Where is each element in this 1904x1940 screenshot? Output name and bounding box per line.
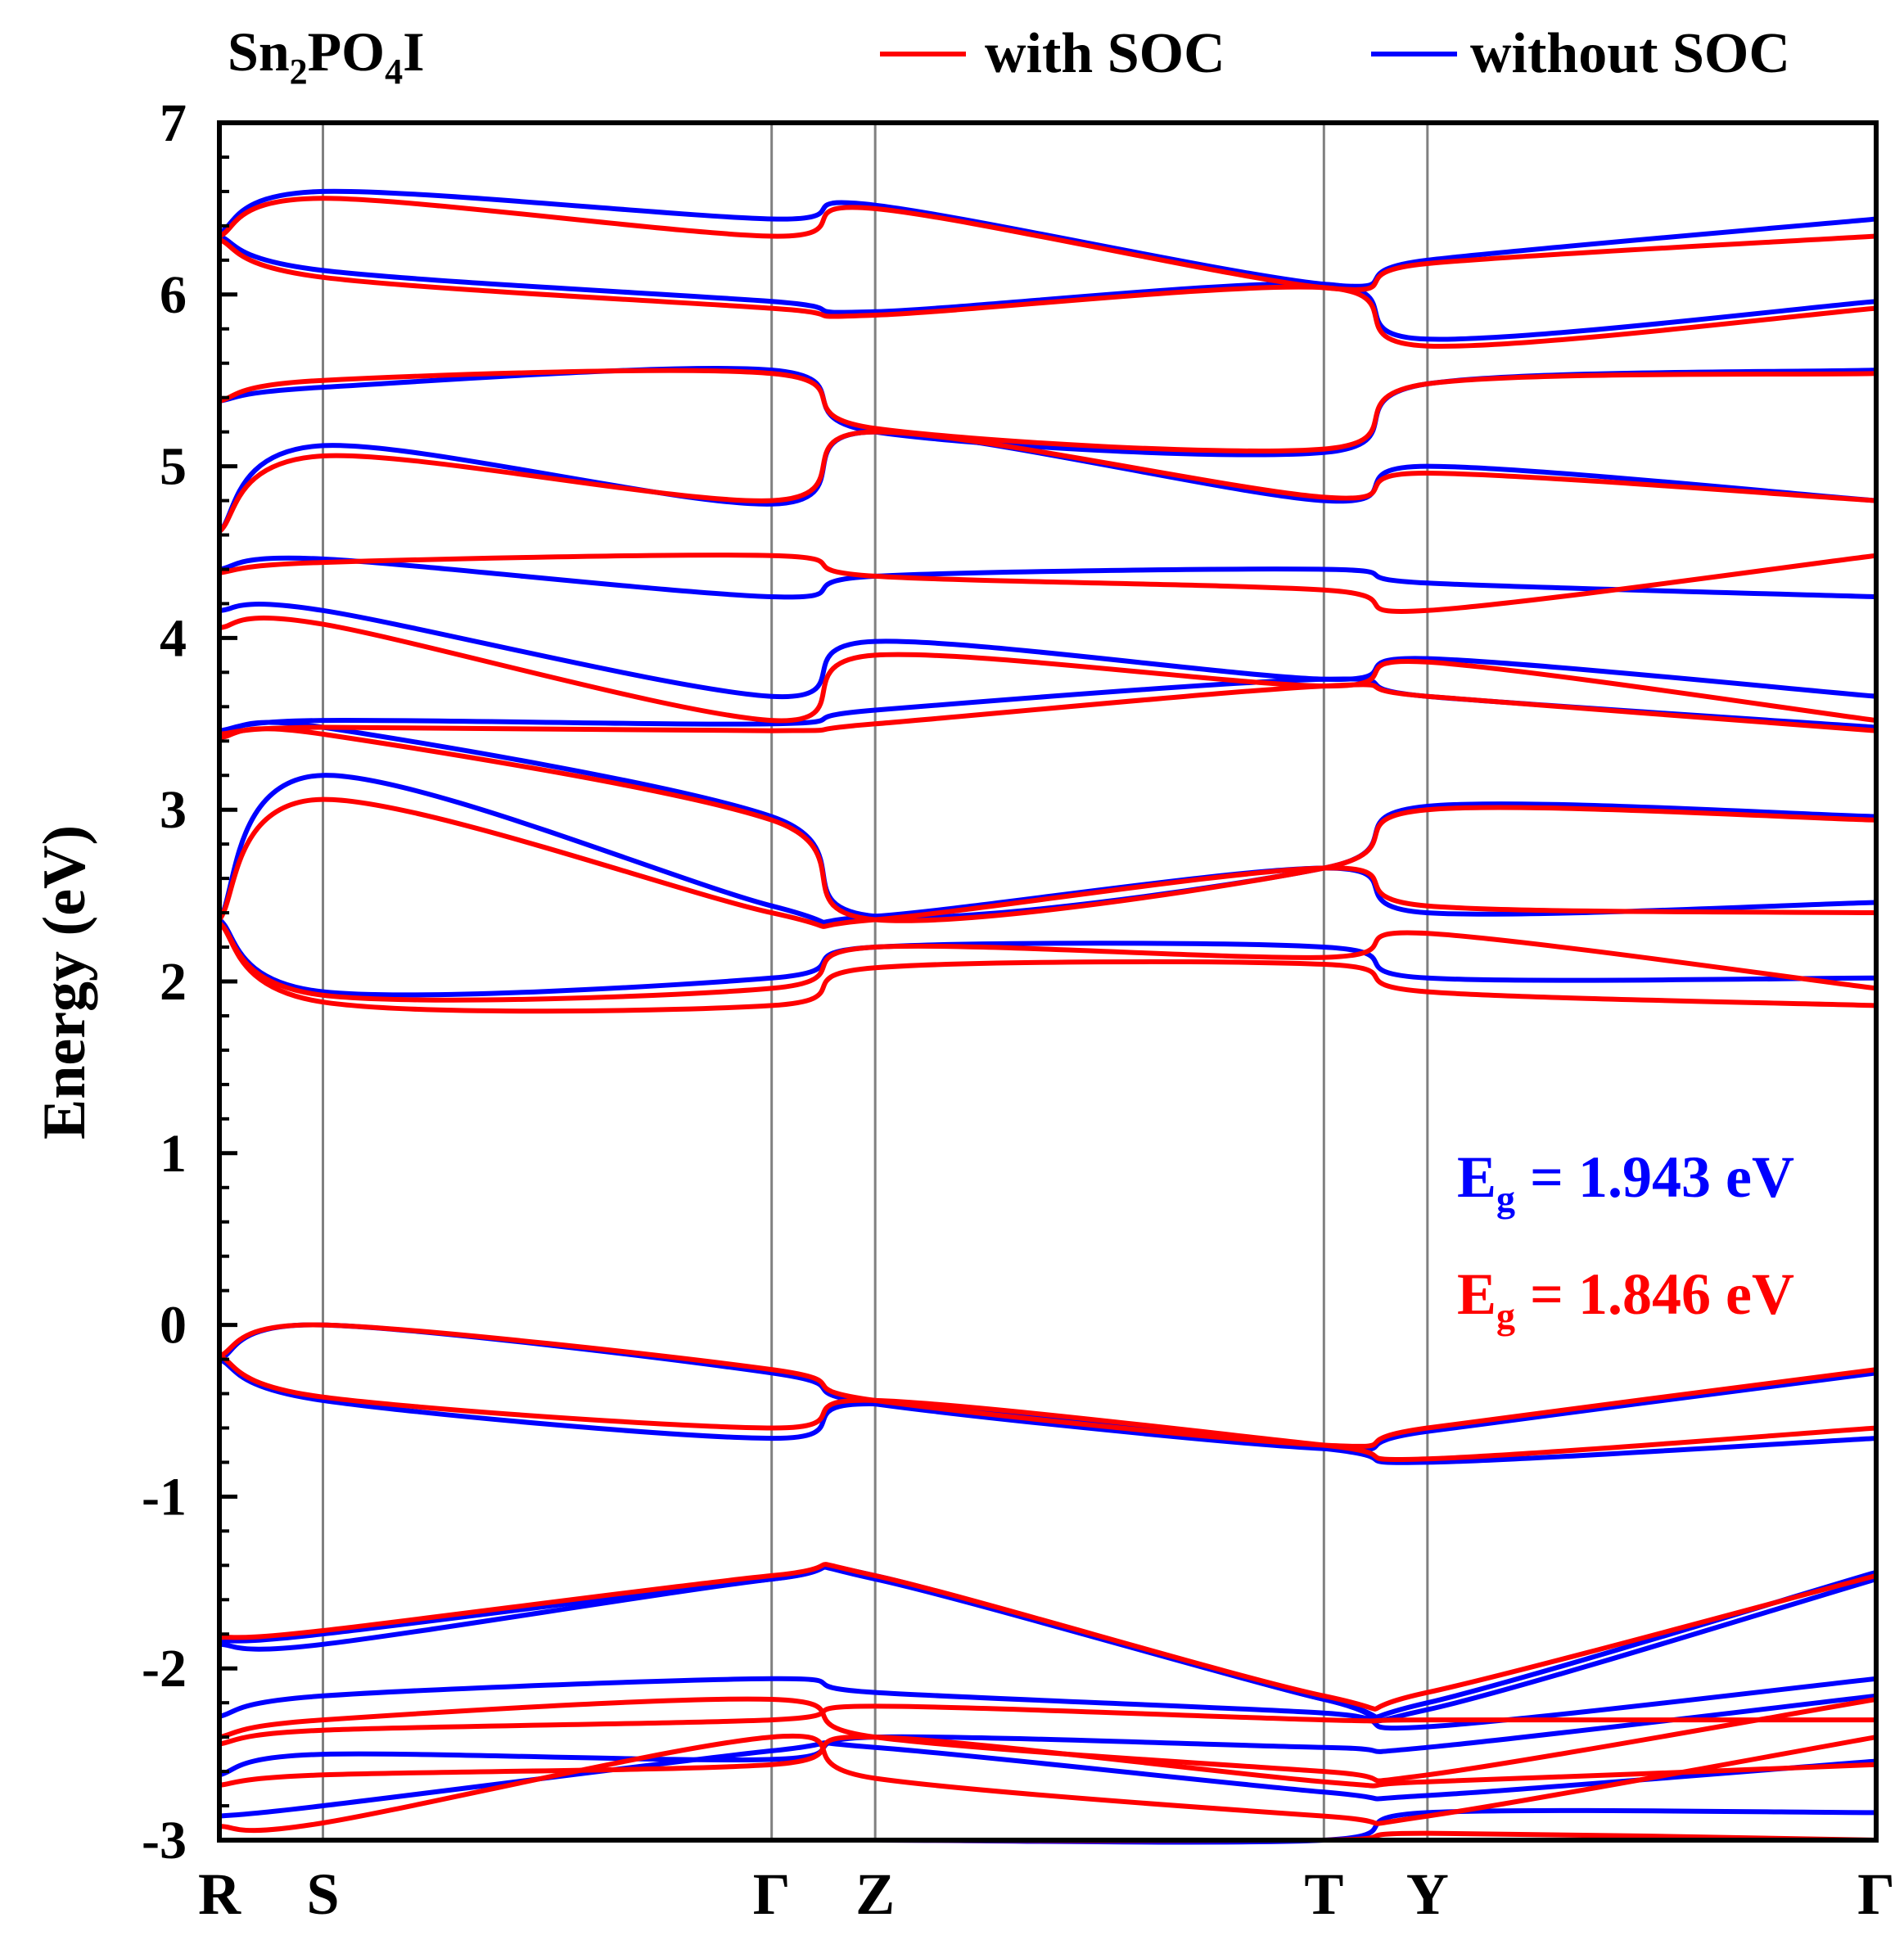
band-soc-9 [218, 921, 1877, 1003]
k-label-1: S [306, 1861, 339, 1927]
eg-label-red: E [1457, 1261, 1496, 1327]
title-end: I [403, 20, 424, 83]
legend-label-with-soc: with SOC [985, 22, 1225, 85]
title-sub2: 4 [385, 52, 403, 92]
band-soc-11 [219, 726, 1877, 923]
plot-frame [217, 120, 1879, 1843]
band-soc-1 [219, 1733, 1877, 1834]
band-soc-12 [219, 682, 1877, 737]
y-tick-label: 2 [160, 952, 187, 1012]
title-base: Sn [228, 20, 290, 83]
k-label-6: Γ [1857, 1861, 1895, 1927]
band-nosoc-13 [219, 555, 1877, 600]
title-mid: PO [308, 20, 385, 83]
title-sub1: 2 [290, 52, 308, 92]
legend-label-without-soc: without SOC [1470, 22, 1790, 85]
band-nosoc-3 [219, 1676, 1877, 1731]
band-gap-annotation-without-soc: Eg = 1.943 eV [1457, 1144, 1794, 1220]
y-tick-label: -2 [142, 1639, 187, 1699]
band-nosoc-17 [218, 188, 1877, 289]
y-tick-label: 4 [160, 608, 187, 668]
k-label-2: Γ [753, 1861, 791, 1927]
band-soc-13 [219, 616, 1877, 724]
band-soc-10 [217, 796, 1877, 929]
y-axis-tick-labels: 7 6 5 4 3 2 1 0 -1 -2 -3 [142, 93, 187, 1870]
band-nosoc-10 [219, 720, 1877, 920]
bands-with-soc [217, 196, 1877, 1843]
y-tick-label: -3 [142, 1811, 187, 1870]
band-soc-4 [219, 1696, 1877, 1784]
band-soc-3 [219, 1703, 1876, 1747]
y-tick-label: -1 [142, 1467, 187, 1527]
band-soc-6 [218, 1353, 1877, 1463]
y-tick-label: 5 [160, 437, 187, 497]
eg-sub-red: g [1496, 1295, 1515, 1337]
band-soc-17 [218, 237, 1877, 349]
legend: with SOC without SOC [880, 22, 1790, 85]
y-tick-label: 1 [160, 1124, 187, 1184]
band-nosoc-1 [219, 1740, 1877, 1819]
chart-title: Sn2PO4I [228, 20, 425, 92]
eg-value-red: = 1.846 eV [1515, 1261, 1794, 1327]
band-nosoc-12 [219, 602, 1877, 700]
y-axis-label: Energy (eV) [31, 825, 98, 1139]
band-soc-5 [219, 1562, 1877, 1712]
band-nosoc-2 [219, 1693, 1877, 1778]
band-nosoc-9 [217, 773, 1877, 925]
band-soc-16 [219, 368, 1877, 453]
y-tick-label: 0 [160, 1296, 187, 1356]
band-nosoc-16 [218, 233, 1877, 342]
y-tick-label: 3 [160, 780, 187, 840]
band-nosoc-7 [218, 1322, 1877, 1453]
k-label-3: Z [855, 1861, 895, 1927]
k-label-4: T [1304, 1861, 1343, 1927]
k-label-0: R [198, 1861, 241, 1927]
band-soc-18 [218, 196, 1877, 292]
eg-value-blue: = 1.943 eV [1515, 1144, 1794, 1210]
high-symmetry-lines [322, 123, 1429, 1840]
bands-without-soc [217, 188, 1877, 1845]
band-soc-7 [218, 1322, 1877, 1449]
eg-label-blue: E [1457, 1144, 1496, 1210]
band-nosoc-4 [219, 1564, 1877, 1724]
eg-sub-blue: g [1496, 1178, 1515, 1220]
band-gap-annotation-with-soc: Eg = 1.846 eV [1457, 1261, 1794, 1337]
band-soc-14 [219, 553, 1877, 614]
k-label-5: Y [1406, 1861, 1449, 1927]
y-tick-label: 6 [160, 265, 187, 325]
y-axis-ticks [219, 120, 237, 1843]
band-soc-8 [217, 921, 1877, 1014]
y-tick-label: 7 [160, 93, 187, 153]
